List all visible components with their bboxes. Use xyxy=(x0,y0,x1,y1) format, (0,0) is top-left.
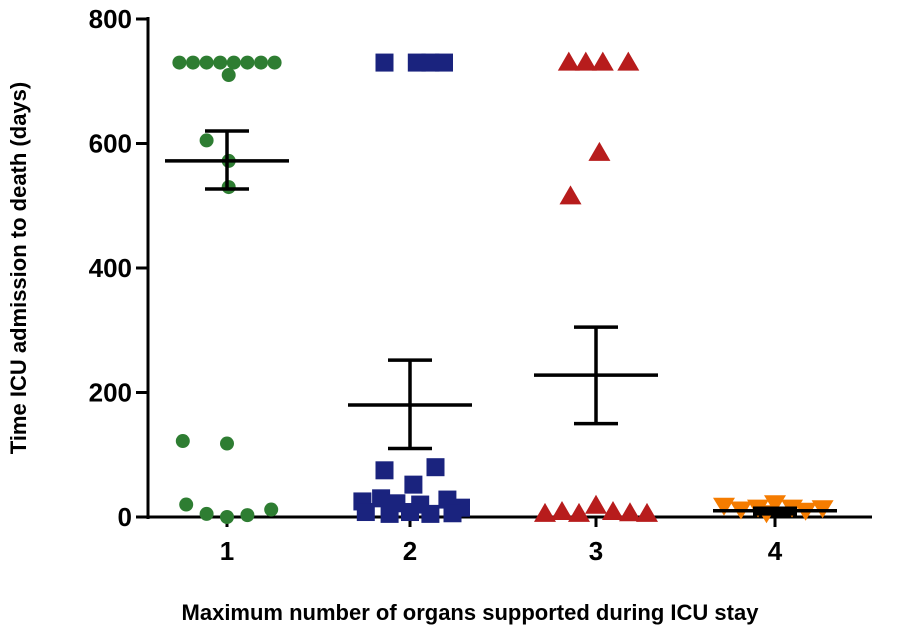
error-bar-3 xyxy=(534,325,658,426)
data-point xyxy=(588,141,611,161)
data-point xyxy=(254,55,268,70)
data-point xyxy=(199,133,214,148)
data-point xyxy=(426,458,445,477)
data-point xyxy=(764,495,786,514)
data-point xyxy=(199,55,214,70)
series-3 xyxy=(534,51,658,522)
data-point xyxy=(568,502,590,522)
data-point xyxy=(375,461,394,480)
data-point xyxy=(636,502,658,522)
data-point xyxy=(617,51,640,71)
data-point xyxy=(380,504,399,523)
data-point xyxy=(435,53,453,72)
data-point xyxy=(175,434,190,449)
data-point xyxy=(220,436,234,451)
series-2 xyxy=(353,53,470,523)
data-point xyxy=(619,502,641,522)
data-point xyxy=(591,51,614,71)
data-point xyxy=(267,55,282,70)
data-point xyxy=(574,51,597,71)
y-tick-label: 0 xyxy=(118,502,132,532)
data-point xyxy=(356,503,375,522)
y-axis-title: Time ICU admission to death (days) xyxy=(6,82,31,454)
data-point xyxy=(443,504,462,523)
data-point xyxy=(421,53,440,72)
data-point xyxy=(240,55,255,70)
data-point xyxy=(401,503,419,522)
error-bar-1 xyxy=(165,129,289,191)
x-tick-label: 2 xyxy=(403,536,417,566)
data-point xyxy=(421,504,440,523)
error-bar-2 xyxy=(348,358,472,451)
data-point xyxy=(179,497,194,512)
data-point xyxy=(186,55,200,70)
data-point xyxy=(557,51,580,71)
data-point xyxy=(407,53,426,72)
data-point xyxy=(172,55,187,70)
data-point xyxy=(213,55,228,70)
data-point xyxy=(199,506,214,521)
data-point xyxy=(220,510,234,524)
data-point xyxy=(602,501,624,521)
x-tick-label: 1 xyxy=(220,536,234,566)
data-point xyxy=(226,55,241,70)
x-axis-title: Maximum number of organs supported durin… xyxy=(182,600,760,625)
data-point xyxy=(375,53,394,72)
data-point xyxy=(551,501,573,521)
data-point xyxy=(534,502,556,522)
x-tick-label: 3 xyxy=(589,536,603,566)
data-point xyxy=(585,494,607,514)
data-point xyxy=(438,490,457,509)
y-tick-label: 800 xyxy=(89,4,132,34)
data-point xyxy=(404,475,423,494)
error-bar-4 xyxy=(713,506,837,516)
data-point xyxy=(372,489,391,508)
data-point xyxy=(221,68,236,83)
data-point xyxy=(264,502,279,517)
x-tick-label: 4 xyxy=(768,536,783,566)
data-point xyxy=(240,508,255,523)
data-point xyxy=(559,185,582,205)
series-1 xyxy=(172,55,282,524)
y-tick-label: 400 xyxy=(89,253,132,283)
y-tick-label: 200 xyxy=(89,378,132,408)
data-point xyxy=(713,497,735,516)
y-tick-label: 600 xyxy=(89,129,132,159)
